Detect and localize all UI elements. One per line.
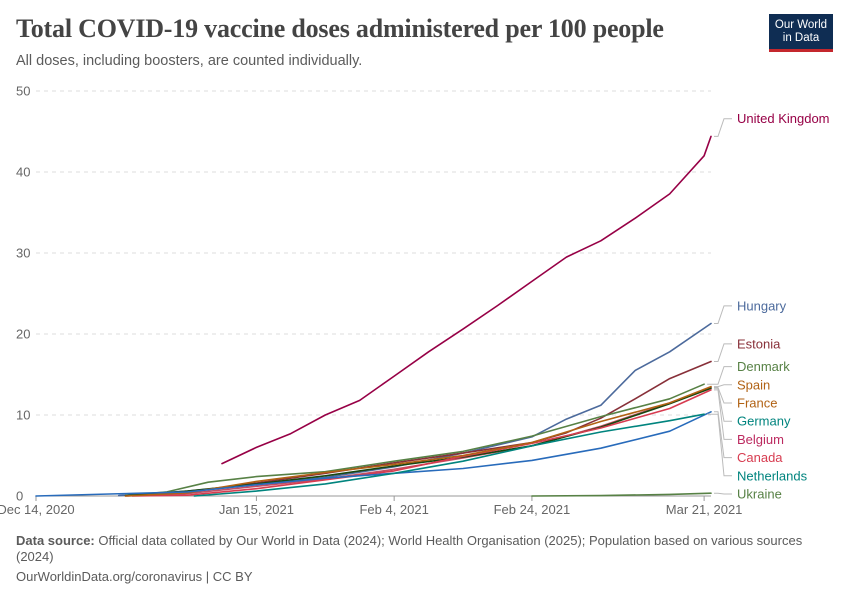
y-tick-label: 30 (16, 246, 30, 261)
y-tick-label: 10 (16, 408, 30, 423)
label-connector-denmark (707, 366, 732, 385)
label-connector-estonia (714, 343, 732, 362)
series-line-belgium (131, 389, 712, 497)
data-source-text: Official data collated by Our World in D… (16, 533, 803, 564)
label-connector-canada (714, 411, 732, 459)
series-label-france: France (737, 396, 777, 411)
series-label-belgium: Belgium (737, 432, 784, 447)
attribution-link[interactable]: OurWorldinData.org/coronavirus | CC BY (16, 569, 253, 584)
series-label-hungary: Hungary (737, 298, 787, 313)
chart-title: Total COVID-19 vaccine doses administere… (16, 14, 664, 43)
series-label-united-kingdom: United Kingdom (737, 111, 830, 126)
x-tick-label: Mar 21, 2021 (666, 502, 743, 517)
series-label-germany: Germany (737, 414, 791, 429)
series-label-ukraine: Ukraine (737, 487, 782, 502)
series-line-united-kingdom (221, 135, 712, 465)
y-gridlines (36, 90, 711, 416)
series-label-denmark: Denmark (737, 359, 790, 374)
x-axis: Dec 14, 2020 Jan 15, 2021 Feb 4, 2021 Feb 2… (0, 495, 743, 517)
series-line-spain (124, 385, 712, 497)
logo-line-1: Our World (774, 18, 828, 31)
series-labels: United Kingdom Hungary Estonia Denmark Franc… (707, 111, 830, 502)
series-line-ukraine (531, 492, 712, 497)
owid-logo[interactable]: Our World in Data (769, 14, 833, 52)
series-lines (35, 135, 712, 497)
series-line-france (124, 386, 712, 497)
x-tick-label: Feb 24, 2021 (494, 502, 571, 517)
label-connector-united-kingdom (714, 118, 732, 137)
x-tick-label: Dec 14, 2020 (0, 502, 75, 517)
y-axis-tick-labels: 0 10 20 30 40 50 (16, 84, 30, 504)
data-source-label: Data source: (16, 533, 95, 548)
series-label-spain: Spain (737, 377, 770, 392)
series-line-denmark (124, 383, 705, 497)
label-connector-netherlands (707, 413, 732, 477)
label-connector-ukraine (714, 492, 732, 495)
label-connector-belgium (714, 389, 732, 440)
series-line-netherlands (193, 413, 705, 497)
label-connector-hungary (714, 305, 732, 324)
series-label-netherlands: Netherlands (737, 468, 808, 483)
label-connector-france (714, 387, 732, 404)
x-tick-label: Jan 15, 2021 (219, 502, 294, 517)
series-label-estonia: Estonia (737, 336, 781, 351)
label-connector-germany (714, 387, 732, 422)
x-tick-label: Feb 4, 2021 (359, 502, 428, 517)
y-tick-label: 0 (16, 489, 23, 504)
data-source-note: Data source: Official data collated by O… (16, 533, 806, 565)
logo-line-2: in Data (782, 31, 820, 44)
y-tick-label: 40 (16, 165, 30, 180)
y-tick-label: 50 (16, 84, 30, 99)
chart-subtitle: All doses, including boosters, are count… (16, 53, 363, 69)
series-line-canada (35, 411, 712, 497)
y-tick-label: 20 (16, 327, 30, 342)
label-connector-spain (714, 384, 732, 388)
series-label-canada: Canada (737, 450, 783, 465)
line-chart: 0 10 20 30 40 50 Dec 14, 2020 Jan 15, 2021 Feb … (0, 84, 830, 518)
